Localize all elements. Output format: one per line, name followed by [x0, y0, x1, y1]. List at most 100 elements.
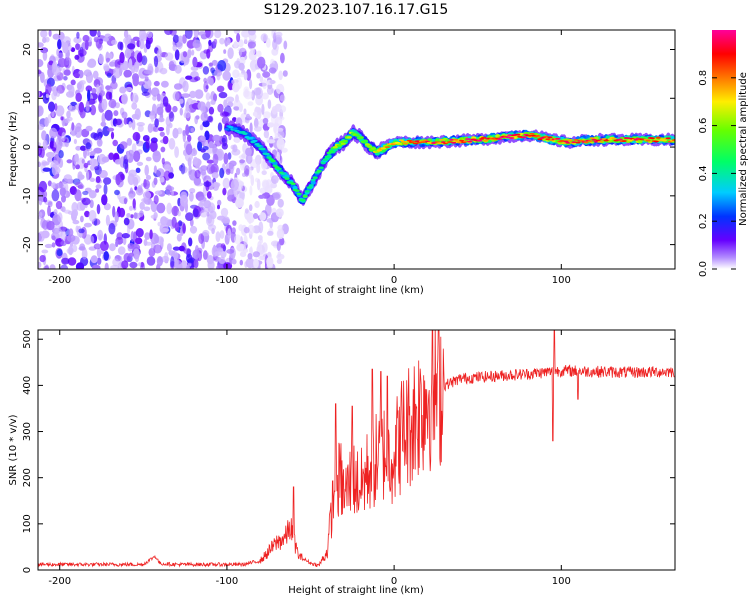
- ridge-mark: [256, 144, 262, 147]
- noise-speckle: [160, 146, 166, 153]
- noise-speckle: [61, 257, 70, 265]
- noise-speckle: [80, 215, 84, 223]
- noise-speckle: [200, 135, 206, 141]
- noise-speckle: [177, 210, 181, 217]
- noise-speckle: [144, 232, 151, 240]
- noise-speckle: [78, 228, 85, 234]
- noise-speckle: [217, 199, 222, 206]
- noise-speckle: [243, 72, 248, 81]
- noise-speckle: [38, 42, 44, 48]
- noise-speckle: [277, 251, 282, 258]
- ridge-mark: [477, 139, 483, 142]
- noise-speckle: [226, 37, 231, 46]
- x-tick-label: -100: [216, 576, 239, 587]
- noise-speckle: [232, 220, 237, 226]
- noise-speckle: [43, 196, 48, 203]
- noise-speckle: [221, 137, 226, 143]
- ridge-mark: [270, 159, 276, 163]
- noise-speckle: [252, 251, 261, 258]
- noise-speckle: [243, 226, 250, 234]
- noise-speckle: [181, 93, 191, 98]
- noise-speckle: [187, 157, 192, 168]
- noise-speckle: [161, 157, 165, 165]
- colorbar: 0.0 0.2 0.4 0.6 0.8 Normalized spectral ampl…: [698, 30, 749, 277]
- noise-speckle: [55, 200, 63, 210]
- noise-speckle: [156, 202, 166, 214]
- ridge-mark: [248, 136, 254, 140]
- noise-speckle: [213, 181, 217, 187]
- ridge-mark: [224, 128, 230, 131]
- noise-speckle: [161, 80, 169, 88]
- noise-speckle: [236, 33, 241, 43]
- ridge-mark: [306, 186, 312, 189]
- noise-speckle: [248, 166, 252, 179]
- noise-speckle: [112, 205, 116, 218]
- noise-speckle: [98, 53, 104, 65]
- noise-speckle: [49, 264, 56, 269]
- noise-speckle: [154, 118, 159, 128]
- noise-speckle: [128, 193, 134, 200]
- noise-speckle: [275, 208, 284, 218]
- noise-speckle: [217, 103, 224, 113]
- noise-speckle: [222, 70, 231, 81]
- noise-speckle: [93, 243, 101, 250]
- noise-speckle: [271, 175, 279, 184]
- noise-speckle: [90, 255, 98, 264]
- x-tick-label: 100: [552, 275, 571, 286]
- noise-speckle: [75, 43, 80, 50]
- noise-speckle: [230, 178, 239, 191]
- noise-speckle: [231, 258, 237, 265]
- noise-speckle: [57, 39, 62, 50]
- noise-speckle: [76, 201, 84, 211]
- noise-speckle: [119, 86, 127, 94]
- noise-speckle: [185, 75, 193, 80]
- noise-speckle: [168, 111, 175, 122]
- noise-speckle: [172, 44, 177, 52]
- noise-speckle: [153, 195, 159, 205]
- noise-speckle: [110, 131, 115, 140]
- noise-speckle: [193, 176, 201, 186]
- noise-speckle: [85, 142, 92, 150]
- ridge-mark: [414, 140, 421, 143]
- noise-speckle: [262, 180, 270, 191]
- noise-speckle: [101, 156, 110, 163]
- ridge-mark: [384, 146, 390, 149]
- noise-speckle: [194, 169, 201, 179]
- noise-speckle: [267, 99, 272, 109]
- noise-speckle: [86, 70, 91, 78]
- noise-speckle: [96, 138, 103, 147]
- noise-speckle: [117, 246, 126, 255]
- noise-speckle: [86, 60, 96, 68]
- noise-speckle: [57, 212, 63, 223]
- noise-speckle: [100, 121, 107, 127]
- noise-speckle: [149, 110, 155, 116]
- noise-speckle: [277, 130, 285, 139]
- noise-speckle: [149, 229, 153, 240]
- noise-speckle: [105, 57, 111, 63]
- noise-speckle: [72, 244, 78, 253]
- noise-speckle: [68, 84, 75, 97]
- noise-speckle: [78, 183, 85, 190]
- noise-speckle: [77, 174, 85, 180]
- ridge-mark: [284, 177, 290, 180]
- noise-speckle: [146, 31, 153, 39]
- noise-speckle: [51, 242, 56, 248]
- noise-speckle: [178, 245, 185, 252]
- noise-speckle: [47, 205, 51, 217]
- ridge-mark: [587, 140, 593, 143]
- noise-speckle: [239, 259, 243, 266]
- noise-speckle: [133, 212, 138, 220]
- noise-speckle: [156, 49, 163, 58]
- noise-speckle: [110, 81, 118, 90]
- noise-speckle: [132, 36, 140, 41]
- noise-speckle: [174, 49, 180, 61]
- noise-speckle: [282, 70, 288, 77]
- noise-speckle: [103, 65, 110, 72]
- noise-speckle: [278, 70, 283, 81]
- ridge-mark: [262, 149, 268, 154]
- noise-speckle: [50, 182, 57, 189]
- noise-speckle: [97, 229, 104, 241]
- x-tick-label: -200: [48, 576, 71, 587]
- noise-speckle: [41, 190, 48, 199]
